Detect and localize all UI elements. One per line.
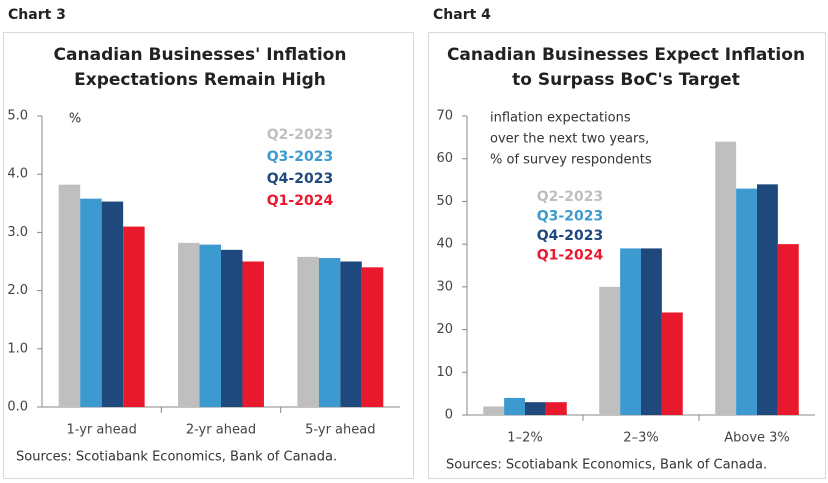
bar	[58, 184, 81, 407]
source: Sources: Scotiabank Economics, Bank of C…	[446, 458, 767, 473]
bar	[545, 402, 567, 415]
legend-entry: Q3-2023	[537, 209, 603, 225]
x-tick-label: 2–3%	[623, 431, 658, 446]
bar	[80, 198, 102, 407]
bar	[199, 244, 221, 407]
legend-entry: Q2-2023	[267, 127, 333, 143]
legend-entry: Q1-2024	[537, 248, 604, 264]
y-tick-label: 60	[436, 151, 453, 166]
bar	[221, 249, 243, 407]
bar	[599, 286, 621, 415]
x-tick-label: 1–2%	[507, 431, 542, 446]
chart-label: Chart 3	[8, 7, 66, 23]
legend-entry: Q4-2023	[267, 171, 333, 187]
bar	[715, 141, 737, 415]
chart-title: Expectations Remain High	[74, 70, 326, 90]
bar	[661, 312, 683, 415]
annotation: over the next two years,	[490, 132, 649, 147]
chart-label: Chart 4	[433, 7, 491, 23]
y-tick-label: 2.0	[7, 283, 28, 298]
source: Sources: Scotiabank Economics, Bank of C…	[16, 450, 337, 465]
legend-entry: Q4-2023	[537, 228, 603, 244]
y-tick-label: 4.0	[7, 167, 28, 182]
annotation: %	[69, 112, 81, 127]
y-tick-label: 70	[436, 109, 453, 124]
bar	[620, 248, 641, 415]
x-tick-label: 2-yr ahead	[186, 423, 256, 438]
bar	[297, 256, 319, 407]
bar	[641, 248, 662, 415]
bar	[736, 188, 757, 415]
annotation: % of survey respondents	[490, 153, 652, 168]
x-tick-label: Above 3%	[724, 431, 790, 446]
bar	[123, 226, 145, 407]
y-tick-label: 5.0	[7, 109, 28, 124]
y-tick-label: 50	[436, 194, 453, 209]
legend-entry: Q1-2024	[267, 193, 334, 209]
chart-title: to Surpass BoC's Target	[512, 70, 740, 90]
y-tick-label: 1.0	[7, 341, 28, 356]
bar	[340, 261, 362, 407]
bar	[777, 244, 799, 415]
panel-border	[428, 32, 826, 479]
bar	[178, 242, 200, 407]
chart-title: Canadian Businesses' Inflation	[54, 45, 347, 65]
bar	[525, 402, 546, 415]
annotation: inflation expectations	[490, 111, 631, 126]
y-tick-label: 20	[436, 322, 453, 337]
y-tick-label: 30	[436, 279, 453, 294]
panel-border	[3, 32, 414, 479]
bar	[361, 267, 384, 407]
x-tick-label: 5-yr ahead	[305, 423, 375, 438]
y-tick-label: 0	[445, 408, 453, 423]
bar	[504, 397, 525, 415]
bar	[483, 406, 505, 415]
legend-entry: Q2-2023	[537, 189, 603, 205]
y-tick-label: 3.0	[7, 225, 28, 240]
y-tick-label: 10	[436, 365, 453, 380]
y-tick-label: 0.0	[7, 400, 28, 415]
chart-title: Canadian Businesses Expect Inflation	[447, 45, 805, 65]
bar	[318, 258, 341, 407]
bar	[757, 184, 778, 415]
legend-entry: Q3-2023	[267, 149, 333, 165]
y-tick-label: 40	[436, 237, 453, 252]
x-tick-label: 1-yr ahead	[67, 423, 137, 438]
bar	[101, 201, 124, 407]
bar	[242, 261, 264, 407]
